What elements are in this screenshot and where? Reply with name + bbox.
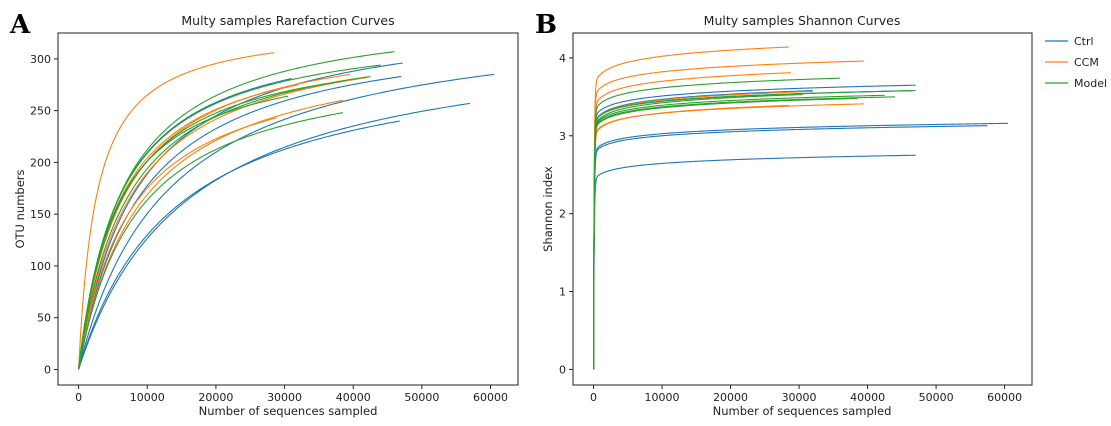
y-ticks-b: 0 1 2 3 4 <box>559 52 573 376</box>
series-line-model-14 <box>592 90 913 370</box>
series-line-ccm-8 <box>592 60 865 370</box>
series-line-ctrl-3 <box>78 120 401 370</box>
x-tick-label: 40000 <box>850 391 885 404</box>
legend-label-ctrl: Ctrl <box>1074 35 1094 48</box>
series-line-ccm-12 <box>78 76 368 370</box>
chart-title-a: Multy samples Rarefaction Curves <box>181 13 394 28</box>
x-tick-label: 50000 <box>919 391 954 404</box>
y-tick-label: 250 <box>30 105 51 118</box>
x-tick-label: 20000 <box>198 391 233 404</box>
series-line-ccm-7 <box>78 52 275 370</box>
x-tick-label: 10000 <box>130 391 165 404</box>
y-axis-label-a: OTU numbers <box>13 169 27 248</box>
y-ticks-a: 0 50 100 150 200 250 300 <box>30 53 58 376</box>
legend-entry-ctrl: Ctrl <box>1045 35 1094 48</box>
x-ticks-b: 0 10000 20000 30000 40000 50000 60000 <box>590 385 1022 404</box>
x-tick-label: 10000 <box>645 391 680 404</box>
legend-label-ccm: CCM <box>1074 56 1099 69</box>
x-tick-label: 30000 <box>782 391 817 404</box>
shannon-chart: Multy samples Shannon Curves 0 10000 20000… <box>541 13 1033 418</box>
series-line-ctrl-6 <box>592 90 813 370</box>
legend-entry-ccm: CCM <box>1045 56 1099 69</box>
series-line-model-17 <box>592 93 803 370</box>
y-tick-label: 0 <box>44 363 51 376</box>
x-tick-label: 60000 <box>473 391 508 404</box>
y-tick-label: 2 <box>559 208 566 221</box>
x-tick-label: 60000 <box>987 391 1022 404</box>
x-tick-label: 20000 <box>713 391 748 404</box>
plot-frame-b <box>572 32 1033 386</box>
series-line-ccm-12 <box>592 104 789 370</box>
legend-entry-model: Model <box>1045 77 1107 90</box>
legend: Ctrl CCM Model <box>1045 35 1107 90</box>
y-tick-label: 4 <box>559 52 566 65</box>
x-tick-label: 30000 <box>267 391 302 404</box>
x-ticks-a: 0 10000 20000 30000 40000 50000 60000 <box>75 385 508 404</box>
series-line-ctrl-1 <box>78 73 495 370</box>
x-tick-label: 50000 <box>404 391 439 404</box>
x-axis-label-a: Number of sequences sampled <box>199 404 378 418</box>
series-line-model-15 <box>592 94 885 370</box>
shannon-curves <box>592 46 1009 370</box>
y-axis-label-b: Shannon index <box>541 166 555 252</box>
series-line-model-18 <box>592 96 896 370</box>
plot-frame-a <box>57 32 519 386</box>
y-tick-label: 1 <box>559 286 566 299</box>
series-line-ctrl-3 <box>592 154 916 370</box>
y-tick-label: 300 <box>30 53 51 66</box>
series-line-ctrl-1 <box>593 122 1009 370</box>
series-line-model-13 <box>592 77 841 370</box>
y-tick-label: 3 <box>559 130 566 143</box>
rarefaction-curves <box>78 51 495 370</box>
series-line-ctrl-2 <box>593 125 988 370</box>
series-line-ctrl-5 <box>592 90 916 370</box>
series-line-model-13 <box>78 51 395 370</box>
series-line-ccm-9 <box>592 72 791 370</box>
y-tick-label: 100 <box>30 260 51 273</box>
legend-label-model: Model <box>1074 77 1107 90</box>
series-line-model-14 <box>78 75 371 370</box>
series-line-ctrl-2 <box>78 102 471 370</box>
series-line-model-18 <box>78 64 381 370</box>
y-tick-label: 0 <box>559 363 566 376</box>
chart-title-b: Multy samples Shannon Curves <box>704 13 901 28</box>
y-tick-label: 150 <box>30 208 51 221</box>
series-line-ccm-7 <box>592 46 789 370</box>
panel-b-letter: B <box>535 10 557 40</box>
y-tick-label: 200 <box>30 156 51 169</box>
series-line-model-16 <box>592 97 858 370</box>
x-tick-label: 40000 <box>336 391 371 404</box>
x-tick-label: 0 <box>75 391 82 404</box>
series-line-ccm-11 <box>592 103 865 370</box>
series-line-ctrl-4 <box>592 84 916 370</box>
x-tick-label: 0 <box>590 391 597 404</box>
x-axis-label-b: Number of sequences sampled <box>713 404 892 418</box>
rarefaction-chart: Multy samples Rarefaction Curves 0 10000 2… <box>13 13 519 418</box>
panel-a-letter: A <box>9 10 31 40</box>
y-tick-label: 50 <box>37 312 51 325</box>
series-line-model-16 <box>78 112 344 370</box>
